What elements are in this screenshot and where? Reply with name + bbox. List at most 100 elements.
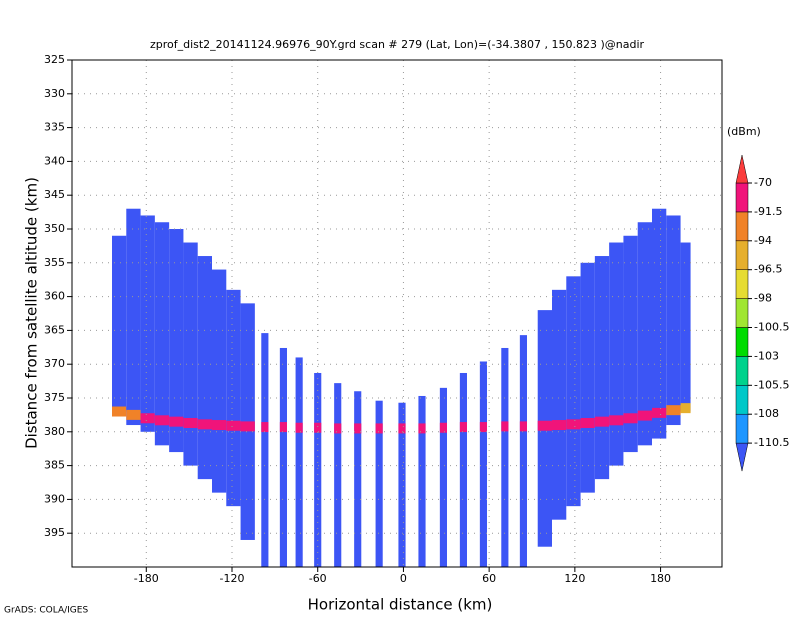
echo-column <box>295 357 303 567</box>
echo-column <box>334 383 342 567</box>
colorbar-label: -98 <box>754 292 772 305</box>
echo-column <box>594 256 610 480</box>
colorbar-segment <box>735 211 749 242</box>
y-tick-label: 375 <box>44 391 65 404</box>
surface-echo <box>566 419 581 430</box>
surface-echo <box>140 413 155 424</box>
surface-echo <box>609 415 624 426</box>
surface-echo <box>112 406 127 417</box>
y-tick-label: 390 <box>44 492 65 505</box>
colorbar-segment <box>735 327 749 357</box>
surface-echo <box>279 422 287 433</box>
surface-echo <box>652 407 667 418</box>
echo-column <box>279 347 287 567</box>
echo-column <box>226 289 241 507</box>
echo-column <box>479 361 487 567</box>
y-tick-label: 360 <box>44 290 65 303</box>
surface-echo <box>666 405 681 416</box>
colorbar-segment <box>735 269 749 299</box>
colorbar-label: -108 <box>754 407 779 420</box>
surface-echo <box>240 421 255 432</box>
echo-column <box>519 335 527 567</box>
x-tick-label: -60 <box>309 572 327 585</box>
y-tick-label: 395 <box>44 526 65 539</box>
echo-column <box>609 242 624 466</box>
surface-echo <box>501 421 509 432</box>
surface-echo <box>398 423 406 434</box>
echo-column <box>652 208 667 439</box>
echo-column <box>398 402 406 567</box>
echo-column <box>140 215 155 432</box>
echo-column <box>112 235 127 412</box>
colorbar-triangle <box>735 442 749 472</box>
y-tick-label: 340 <box>44 154 65 167</box>
echo-column <box>439 387 447 567</box>
surface-echo <box>183 418 198 429</box>
echo-column <box>375 400 383 567</box>
surface-echo <box>519 421 527 432</box>
colorbar-label: -100.5 <box>754 321 789 334</box>
field <box>112 208 691 567</box>
echo-column <box>154 222 170 446</box>
colorbar-label: -110.5 <box>754 436 789 449</box>
echo-column <box>314 372 322 567</box>
echo-column <box>623 235 638 453</box>
x-axis-label: Horizontal distance (km) <box>308 596 493 614</box>
surface-echo <box>594 416 610 427</box>
colorbar-label: -105.5 <box>754 378 789 391</box>
y-tick-label: 350 <box>44 222 65 235</box>
echo-column <box>197 256 212 480</box>
colorbar-triangle <box>735 154 749 184</box>
y-tick-label: 365 <box>44 323 65 336</box>
echo-column <box>666 215 681 426</box>
echo-column <box>418 395 426 567</box>
x-tick-label: 60 <box>482 572 496 585</box>
echo-column <box>552 289 567 520</box>
x-tick-label: 120 <box>564 572 585 585</box>
surface-echo <box>295 422 303 433</box>
colorbar-label: -94 <box>754 234 772 247</box>
plot-frame <box>71 59 723 568</box>
colorbar-segment <box>735 240 749 270</box>
surface-echo <box>375 423 383 434</box>
echo-column <box>566 276 581 507</box>
surface-echo <box>537 420 552 431</box>
colorbar-label: -91.5 <box>754 205 782 218</box>
surface-echo <box>261 422 269 433</box>
surface-echo <box>637 410 652 421</box>
echo-column <box>354 391 362 567</box>
surface-echo <box>623 413 638 424</box>
y-tick-label: 370 <box>44 357 65 370</box>
echo-column <box>126 208 141 426</box>
surface-echo <box>680 403 691 414</box>
x-tick-label: -180 <box>134 572 159 585</box>
echo-column <box>169 229 184 453</box>
surface-echo <box>212 420 227 431</box>
surface-echo <box>459 422 467 433</box>
echo-column <box>261 333 269 567</box>
y-tick-label: 345 <box>44 188 65 201</box>
echo-column <box>183 242 198 466</box>
colorbar-label: -96.5 <box>754 263 782 276</box>
chart-title: zprof_dist2_20141124.96976_90Y.grd scan … <box>150 38 645 51</box>
y-tick-label: 325 <box>44 53 65 66</box>
colorbar-segment <box>735 385 749 415</box>
echo-column <box>501 347 509 567</box>
colorbar-segment <box>735 182 749 213</box>
footer: GrADS: COLA/IGES <box>4 606 88 616</box>
y-axis-label: Distance from satellite altitude (km) <box>23 177 41 449</box>
surface-echo <box>154 415 170 426</box>
surface-echo <box>354 423 362 434</box>
colorbar-segment <box>735 298 749 328</box>
y-tick-label: 330 <box>44 87 65 100</box>
echo-column <box>580 262 595 493</box>
echo-column <box>680 242 691 412</box>
x-tick-label: 180 <box>650 572 671 585</box>
colorbar-label: -70 <box>754 176 772 189</box>
surface-echo <box>126 409 141 420</box>
colorbar-segment <box>735 356 749 386</box>
y-tick-label: 355 <box>44 256 65 269</box>
colorbar-unit: (dBm) <box>727 125 761 138</box>
echo-column <box>637 222 652 446</box>
